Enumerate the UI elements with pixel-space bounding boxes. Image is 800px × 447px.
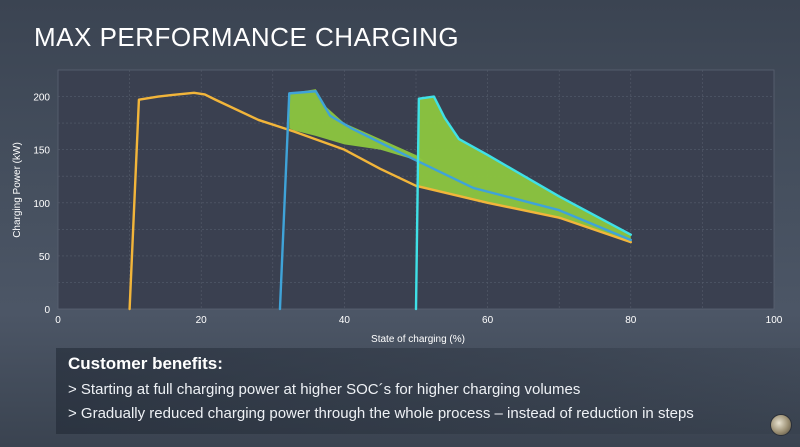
series-line — [414, 95, 632, 311]
y-axis-label: Charging Power (kW) — [12, 142, 23, 238]
benefit-item: > Gradually reduced charging power throu… — [68, 405, 694, 422]
gain-area — [289, 89, 424, 164]
series-line — [278, 90, 632, 311]
x-tick-label: 100 — [766, 315, 783, 326]
slide-title: MAX PERFORMANCE CHARGING — [34, 22, 460, 52]
x-tick-label: 0 — [55, 315, 61, 326]
x-tick-label: 20 — [196, 315, 208, 326]
y-tick-label: 50 — [39, 252, 51, 263]
x-tick-label: 60 — [482, 315, 494, 326]
y-tick-label: 200 — [33, 93, 50, 104]
x-tick-label: 80 — [625, 315, 637, 326]
charging-chart: 0 20 40 60 80 100 0 50 100 150 200 State of chargi… — [12, 69, 783, 345]
series-line — [128, 91, 632, 311]
benefit-item: > Starting at full charging power at hig… — [68, 381, 581, 398]
y-tick-label: 150 — [33, 146, 50, 157]
y-tick-label: 0 — [44, 305, 50, 316]
x-tick-label: 40 — [339, 315, 351, 326]
benefits-heading: Customer benefits: — [68, 354, 223, 373]
y-tick-label: 100 — [33, 199, 50, 210]
x-axis-label: State of charging (%) — [371, 334, 465, 345]
brand-logo-icon — [770, 414, 792, 436]
customer-benefits-box: Customer benefits: > Starting at full ch… — [56, 348, 800, 434]
